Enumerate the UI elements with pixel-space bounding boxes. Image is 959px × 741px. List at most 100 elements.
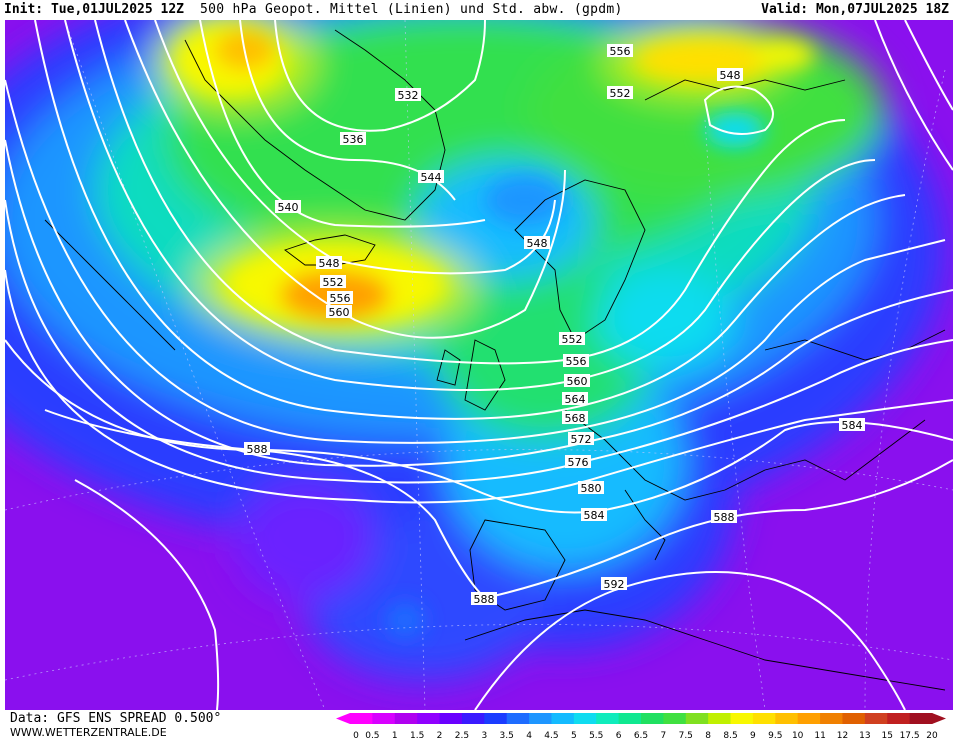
svg-text:552: 552: [562, 333, 583, 346]
contour-label: 556: [607, 44, 633, 58]
contour-label: 552: [559, 332, 585, 346]
contour-label: 560: [326, 305, 352, 319]
contour-label: 588: [244, 442, 270, 456]
map-footer: Data: GFS ENS SPREAD 0.500° WWW.WETTERZE…: [0, 710, 959, 741]
legend-swatch: [887, 713, 911, 724]
legend-swatch: [864, 713, 888, 724]
data-source: Data: GFS ENS SPREAD 0.500°: [10, 711, 222, 726]
contour-label: 584: [581, 508, 607, 522]
svg-text:572: 572: [571, 433, 592, 446]
svg-text:576: 576: [568, 456, 589, 469]
contour-label: 560: [564, 374, 590, 388]
legend-tick-label: 4.5: [544, 731, 558, 741]
svg-text:580: 580: [581, 482, 602, 495]
legend-swatch: [730, 713, 754, 724]
legend-swatch: [394, 713, 418, 724]
svg-text:588: 588: [474, 593, 495, 606]
svg-text:548: 548: [527, 237, 548, 250]
legend-tick-label: 10: [792, 731, 804, 741]
legend-swatch: [417, 713, 441, 724]
init-time: Init: Tue,01JUL2025 12Z: [4, 2, 185, 17]
legend-tick-label: 0: [353, 731, 359, 741]
legend-tick-label: 11: [814, 731, 825, 741]
legend-swatch: [529, 713, 552, 724]
legend-tick-label: 5.5: [589, 731, 603, 741]
contour-label: 588: [711, 510, 737, 524]
legend-swatch: [506, 713, 530, 724]
legend-swatch: [685, 713, 709, 724]
legend-tick-label: 3: [481, 731, 487, 741]
svg-text:532: 532: [398, 89, 419, 102]
svg-text:556: 556: [610, 45, 631, 58]
svg-text:584: 584: [584, 509, 605, 522]
legend-tick-label: 1: [392, 731, 398, 741]
legend-swatch: [439, 713, 463, 724]
legend-tick-label: 17.5: [900, 731, 920, 741]
legend-arrow-low: [336, 713, 350, 724]
contour-labels: 532 536 540 544 548 552 556 560 548 552 …: [244, 44, 865, 606]
legend-tick-label: 9: [750, 731, 756, 741]
legend-tick-label: 3.5: [500, 731, 514, 741]
svg-text:564: 564: [565, 393, 586, 406]
legend-swatch: [350, 713, 373, 724]
weather-map: 532 536 540 544 548 552 556 560 548 552 …: [5, 20, 953, 710]
svg-text:568: 568: [565, 412, 586, 425]
legend-tick-label: 9.5: [768, 731, 782, 741]
legend-tick-label: 8.5: [723, 731, 737, 741]
valid-time: Valid: Mon,07JUL2025 18Z: [761, 2, 949, 17]
svg-text:548: 548: [319, 257, 340, 270]
legend-tick-label: 13: [859, 731, 870, 741]
contour-label: 548: [524, 236, 550, 250]
coastlines: [44, 29, 946, 691]
legend-swatch: [461, 713, 485, 724]
contour-label: 588: [471, 592, 497, 606]
contour-label: 556: [327, 291, 353, 305]
legend-swatch: [775, 713, 799, 724]
contour-label: 552: [607, 86, 633, 100]
legend-swatch: [708, 713, 732, 724]
website-credit: WWW.WETTERZENTRALE.DE: [10, 726, 167, 739]
legend-swatch: [596, 713, 620, 724]
svg-text:548: 548: [720, 69, 741, 82]
contour-label: 568: [562, 411, 588, 425]
svg-text:544: 544: [421, 171, 442, 184]
legend-swatch: [909, 713, 933, 724]
spread-field: 532 536 540 544 548 552 556 560 548 552 …: [5, 20, 953, 710]
legend-tick-label: 6: [616, 731, 622, 741]
legend-swatch: [618, 713, 642, 724]
legend-swatch: [797, 713, 821, 724]
svg-text:588: 588: [714, 511, 735, 524]
svg-text:588: 588: [247, 443, 268, 456]
svg-text:560: 560: [329, 306, 350, 319]
legend-tick-label: 12: [837, 731, 848, 741]
legend-tick-label: 15: [882, 731, 893, 741]
contour-label: 536: [340, 132, 366, 146]
legend-swatch: [842, 713, 866, 724]
lat-lon-grid: [5, 20, 953, 710]
legend-tick-label: 4: [526, 731, 532, 741]
legend-swatch: [484, 713, 508, 724]
svg-text:552: 552: [610, 87, 631, 100]
legend-tick-label: 1.5: [410, 731, 424, 741]
legend-arrow-high: [932, 713, 946, 724]
contour-label: 576: [565, 455, 591, 469]
map-header: Init: Tue,01JUL2025 12Z 500 hPa Geopot. …: [0, 0, 959, 20]
contour-label: 580: [578, 481, 604, 495]
svg-text:552: 552: [323, 276, 344, 289]
legend-tick-label: 20: [926, 731, 938, 741]
contour-label: 552: [320, 275, 346, 289]
legend-swatch: [663, 713, 687, 724]
legend-tick-label: 6.5: [634, 731, 648, 741]
svg-text:556: 556: [566, 355, 587, 368]
contour-label: 544: [418, 170, 444, 184]
legend-tick-label: 2: [437, 731, 443, 741]
color-scale-legend: 0 0.5 1 1.5 2 2.5 3 3.5 4 4.5 5 5.5 6 6.5 7 7.5 8 8.5 9 9.5…: [336, 713, 946, 741]
contour-label: 564: [562, 392, 588, 406]
legend-tick-label: 7.5: [679, 731, 693, 741]
svg-text:560: 560: [567, 375, 588, 388]
svg-text:540: 540: [278, 201, 299, 214]
map-title: 500 hPa Geopot. Mittel (Linien) und Std.…: [200, 2, 623, 17]
contour-label: 584: [839, 418, 865, 432]
svg-text:584: 584: [842, 419, 863, 432]
svg-text:592: 592: [604, 578, 625, 591]
